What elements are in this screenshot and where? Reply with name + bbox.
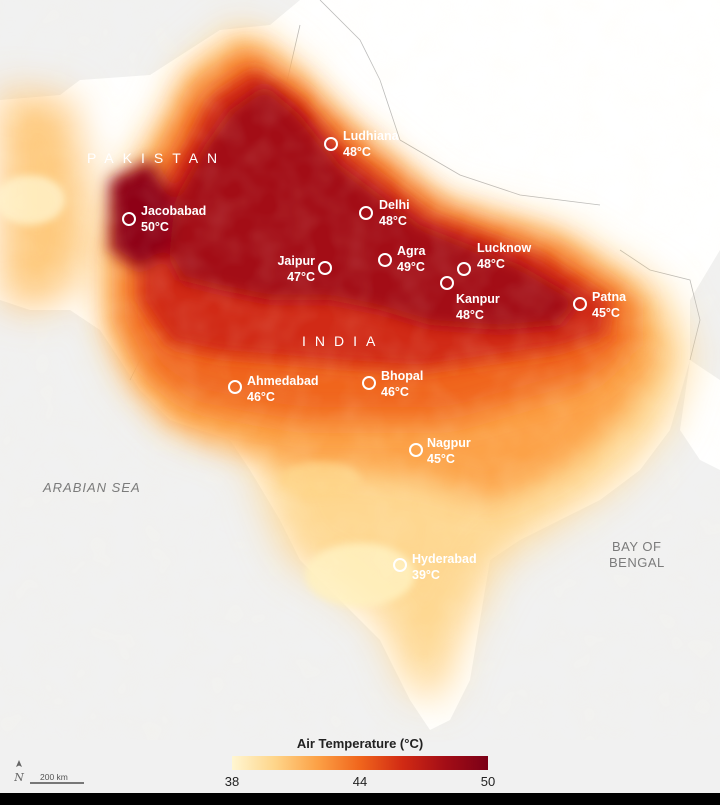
north-arrow-icon: N — [10, 759, 28, 785]
city-marker-icon[interactable] — [362, 376, 376, 390]
city-name: Jacobabad — [141, 204, 206, 218]
city-name: Ludhiana — [343, 129, 400, 143]
city-temp: 48°C — [379, 214, 407, 228]
city-name: Kanpur — [456, 292, 500, 306]
city-name: Ahmedabad — [247, 374, 319, 388]
city-ludhiana[interactable]: Ludhiana 48°C — [324, 129, 400, 159]
city-marker-icon[interactable] — [393, 558, 407, 572]
sea-label-arabian: ARABIAN SEA — [42, 480, 141, 495]
city-name: Nagpur — [427, 436, 471, 450]
city-temp: 47°C — [287, 270, 315, 284]
city-nagpur[interactable]: Nagpur 45°C — [409, 436, 471, 466]
city-temp: 48°C — [456, 308, 484, 322]
city-markers: Ludhiana 48°C Jacobabad 50°C Delhi 48°C … — [122, 129, 627, 582]
city-marker-icon[interactable] — [378, 253, 392, 267]
city-marker-icon[interactable] — [318, 261, 332, 275]
sea-label-bay-line1: BAY OF — [612, 539, 661, 554]
city-name: Bhopal — [381, 369, 423, 383]
city-agra[interactable]: Agra 49°C — [378, 244, 427, 274]
scale-bar: 200 km — [30, 772, 84, 786]
city-marker-icon[interactable] — [228, 380, 242, 394]
heat-field — [0, 0, 720, 740]
city-marker-icon[interactable] — [573, 297, 587, 311]
heat-texture — [0, 0, 720, 740]
svg-text:N: N — [13, 771, 24, 784]
city-temp: 45°C — [427, 452, 455, 466]
bottom-strip — [0, 793, 720, 805]
city-jacobabad[interactable]: Jacobabad 50°C — [122, 204, 206, 234]
city-marker-icon[interactable] — [324, 137, 338, 151]
region-label-india: INDIA — [302, 333, 384, 349]
city-marker-icon[interactable] — [359, 206, 373, 220]
city-temp: 48°C — [343, 145, 371, 159]
temperature-legend: Air Temperature (°C) 38 44 50 — [225, 736, 495, 789]
city-temp: 39°C — [412, 568, 440, 582]
city-temp: 49°C — [397, 260, 425, 274]
city-marker-icon[interactable] — [409, 443, 423, 457]
city-name: Agra — [397, 244, 427, 258]
legend-tick-max: 50 — [480, 774, 496, 789]
city-kanpur[interactable]: Kanpur 48°C — [440, 276, 500, 322]
legend-tick-min: 38 — [224, 774, 240, 789]
city-name: Jaipur — [277, 254, 315, 268]
city-bhopal[interactable]: Bhopal 46°C — [362, 369, 423, 399]
city-marker-icon[interactable] — [122, 212, 136, 226]
city-ahmedabad[interactable]: Ahmedabad 46°C — [228, 374, 319, 404]
legend-tick-mid: 44 — [352, 774, 368, 789]
city-jaipur[interactable]: Jaipur 47°C — [277, 254, 332, 284]
city-hyderabad[interactable]: Hyderabad 39°C — [393, 552, 477, 582]
sea-label-bay-line2: BENGAL — [609, 555, 665, 570]
city-temp: 46°C — [381, 385, 409, 399]
city-temp: 46°C — [247, 390, 275, 404]
city-temp: 50°C — [141, 220, 169, 234]
region-label-pakistan: PAKISTAN — [87, 150, 226, 166]
city-patna[interactable]: Patna 45°C — [573, 290, 627, 320]
scale-bar-label: 200 km — [40, 772, 68, 782]
scale-bar-line — [30, 782, 84, 784]
legend-color-bar — [232, 756, 488, 770]
city-name: Delhi — [379, 198, 410, 212]
city-name: Patna — [592, 290, 627, 304]
city-delhi[interactable]: Delhi 48°C — [359, 198, 410, 228]
city-name: Hyderabad — [412, 552, 477, 566]
city-temp: 48°C — [477, 257, 505, 271]
city-marker-icon[interactable] — [457, 262, 471, 276]
city-lucknow[interactable]: Lucknow 48°C — [457, 241, 531, 276]
city-marker-icon[interactable] — [440, 276, 454, 290]
city-name: Lucknow — [477, 241, 531, 255]
legend-title: Air Temperature (°C) — [296, 736, 424, 751]
city-temp: 45°C — [592, 306, 620, 320]
